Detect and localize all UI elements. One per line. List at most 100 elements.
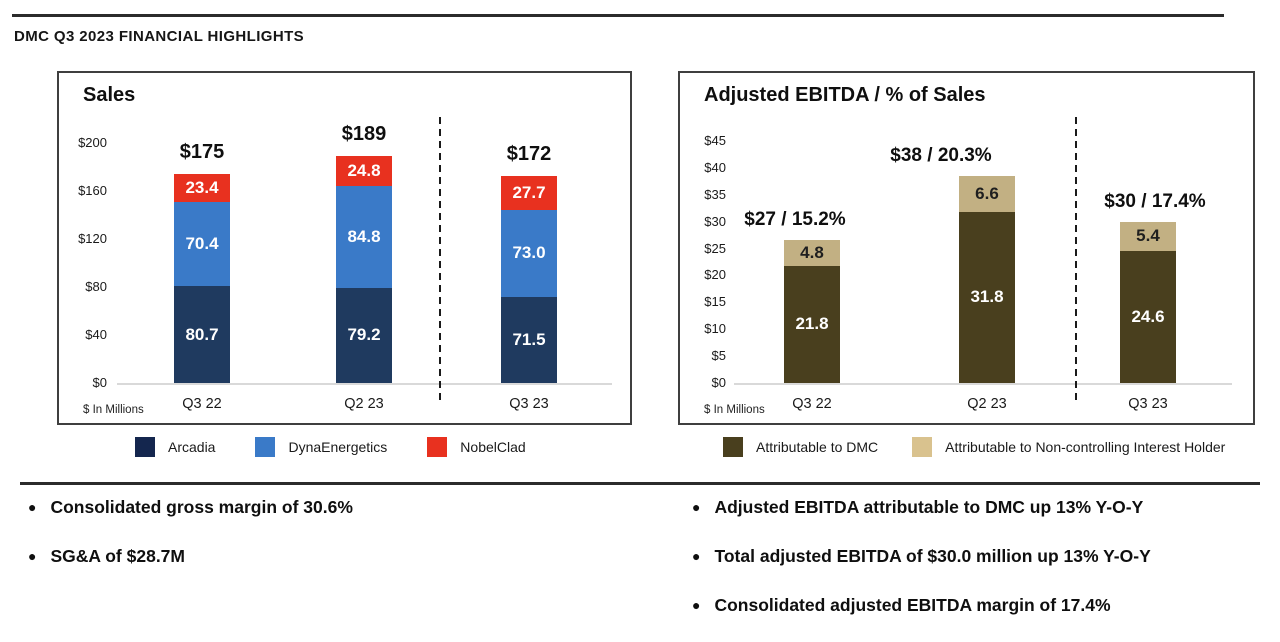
x-axis-category-label: Q3 23 bbox=[509, 396, 549, 412]
highlights-list-right: ● Adjusted EBITDA attributable to DMC up… bbox=[692, 497, 1151, 642]
legend-color-swatch bbox=[135, 437, 155, 457]
bar-segment: 70.4 bbox=[174, 201, 230, 287]
bar-segment: 24.8 bbox=[336, 156, 392, 187]
y-axis-tick-label: $10 bbox=[704, 321, 726, 337]
y-axis-tick-label: $20 bbox=[704, 267, 726, 283]
list-item: ● Consolidated adjusted EBITDA margin of… bbox=[692, 595, 1151, 616]
bar-total-annotation: $38 / 20.3% bbox=[890, 145, 992, 167]
sales-chart-panel: Sales $ In Millions $0 $40 $80 $120 $160 $200… bbox=[57, 71, 632, 425]
y-axis-tick-label: $120 bbox=[78, 231, 107, 246]
legend-item: Attributable to Non-controlling Interest… bbox=[912, 437, 1225, 457]
bar-total-annotation: $172 bbox=[506, 143, 552, 166]
bar-segment-value: 31.8 bbox=[970, 287, 1004, 307]
x-axis-line bbox=[734, 383, 1232, 385]
bar-segment-value: 70.4 bbox=[185, 233, 219, 253]
legend-label: Attributable to DMC bbox=[756, 439, 879, 455]
legend-label: NobelClad bbox=[460, 439, 526, 455]
bullet-icon: ● bbox=[28, 499, 37, 515]
legend-label: DynaEnergetics bbox=[288, 439, 388, 455]
legend-color-swatch bbox=[912, 437, 933, 457]
x-axis-category-label: Q3 22 bbox=[792, 396, 832, 412]
bullet-icon: ● bbox=[692, 597, 701, 613]
bullet-icon: ● bbox=[692, 548, 701, 564]
bar-segment-value: 27.7 bbox=[512, 182, 546, 202]
legend-color-swatch bbox=[723, 437, 743, 457]
bar-total-annotation: $189 bbox=[341, 123, 387, 146]
ebitda-units-note: $ In Millions bbox=[704, 404, 765, 416]
bar-total-annotation: $27 / 15.2% bbox=[744, 208, 846, 230]
bar-segment-value: 73.0 bbox=[512, 243, 546, 263]
bar-segment: 31.8 bbox=[959, 211, 1015, 383]
highlights-list-left: ● Consolidated gross margin of 30.6% ● S… bbox=[28, 497, 353, 595]
period-separator-dashed-line bbox=[439, 117, 441, 403]
legend-color-swatch bbox=[255, 437, 276, 457]
bar-segment-value: 24.8 bbox=[347, 161, 381, 181]
legend-item: Arcadia bbox=[135, 437, 215, 457]
bullet-icon: ● bbox=[692, 499, 701, 515]
bullet-text: Total adjusted EBITDA of $30.0 million u… bbox=[714, 546, 1151, 566]
y-axis-tick-label: $80 bbox=[85, 279, 107, 294]
bullet-icon: ● bbox=[28, 548, 37, 564]
x-axis-category-label: Q2 23 bbox=[967, 396, 1007, 412]
bar-total-annotation: $30 / 17.4% bbox=[1104, 190, 1206, 212]
bar-segment: 80.7 bbox=[174, 286, 230, 383]
bar-segment: 27.7 bbox=[501, 176, 557, 210]
bar-segment: 4.8 bbox=[784, 239, 840, 266]
y-axis-tick-label: $40 bbox=[704, 159, 726, 175]
legend-label: Arcadia bbox=[168, 439, 216, 455]
page-title: DMC Q3 2023 FINANCIAL HIGHLIGHTS bbox=[14, 28, 305, 45]
bar-segment: 73.0 bbox=[501, 209, 557, 298]
legend-color-swatch bbox=[427, 437, 448, 457]
bar-segment: 79.2 bbox=[336, 287, 392, 383]
x-axis-line bbox=[117, 383, 612, 385]
sales-legend: Arcadia DynaEnergetics NobelClad bbox=[135, 437, 526, 457]
list-item: ● SG&A of $28.7M bbox=[28, 546, 353, 567]
bar-segment-value: 4.8 bbox=[800, 242, 824, 262]
bar-segment: 84.8 bbox=[336, 186, 392, 288]
ebitda-chart-title: Adjusted EBITDA / % of Sales bbox=[704, 84, 986, 106]
y-axis-tick-label: $35 bbox=[704, 186, 726, 202]
x-axis-category-label: Q3 23 bbox=[1128, 396, 1168, 412]
bar-segment-value: 6.6 bbox=[975, 184, 999, 204]
x-axis-category-label: Q3 22 bbox=[182, 396, 222, 412]
y-axis-tick-label: $30 bbox=[704, 213, 726, 229]
legend-label: Attributable to Non-controlling Interest… bbox=[945, 439, 1226, 455]
bar-segment: 21.8 bbox=[784, 265, 840, 383]
bar-segment: 71.5 bbox=[501, 297, 557, 383]
bar-segment-value: 80.7 bbox=[185, 324, 219, 344]
bar-segment-value: 23.4 bbox=[185, 177, 219, 197]
list-item: ● Consolidated gross margin of 30.6% bbox=[28, 497, 353, 518]
bar-segment: 24.6 bbox=[1120, 250, 1176, 383]
y-axis-tick-label: $160 bbox=[78, 183, 107, 198]
bullet-text: SG&A of $28.7M bbox=[50, 546, 185, 566]
list-item: ● Total adjusted EBITDA of $30.0 million… bbox=[692, 546, 1151, 567]
bar-segment: 6.6 bbox=[959, 176, 1015, 212]
ebitda-legend: Attributable to DMC Attributable to Non-c… bbox=[723, 437, 1225, 457]
section-divider-line bbox=[20, 482, 1260, 485]
bar-segment-value: 71.5 bbox=[512, 330, 546, 350]
y-axis-tick-label: $40 bbox=[85, 327, 107, 342]
bar-segment-value: 21.8 bbox=[795, 314, 829, 334]
bar-segment-value: 79.2 bbox=[347, 325, 381, 345]
y-axis-tick-label: $25 bbox=[704, 240, 726, 256]
bar-segment-value: 5.4 bbox=[1136, 226, 1160, 246]
bar-segment-value: 84.8 bbox=[347, 227, 381, 247]
x-axis-category-label: Q2 23 bbox=[344, 396, 384, 412]
y-axis-tick-label: $0 bbox=[711, 375, 726, 390]
bar-segment-value: 24.6 bbox=[1131, 306, 1165, 326]
top-rule-line bbox=[12, 14, 1224, 17]
bullet-text: Consolidated adjusted EBITDA margin of 1… bbox=[714, 595, 1111, 615]
y-axis-tick-label: $200 bbox=[78, 135, 107, 150]
ebitda-chart-panel: Adjusted EBITDA / % of Sales $ In Millio… bbox=[678, 71, 1255, 425]
bullet-text: Adjusted EBITDA attributable to DMC up 1… bbox=[714, 497, 1144, 517]
y-axis-tick-label: $5 bbox=[711, 348, 726, 364]
bar-segment: 5.4 bbox=[1120, 221, 1176, 251]
bar-total-annotation: $175 bbox=[179, 140, 225, 163]
sales-chart-title: Sales bbox=[83, 84, 136, 106]
sales-units-note: $ In Millions bbox=[83, 404, 144, 416]
legend-item: Attributable to DMC bbox=[723, 437, 878, 457]
list-item: ● Adjusted EBITDA attributable to DMC up… bbox=[692, 497, 1151, 518]
y-axis-tick-label: $0 bbox=[92, 375, 107, 390]
bullet-text: Consolidated gross margin of 30.6% bbox=[50, 497, 353, 517]
legend-item: DynaEnergetics bbox=[255, 437, 387, 457]
